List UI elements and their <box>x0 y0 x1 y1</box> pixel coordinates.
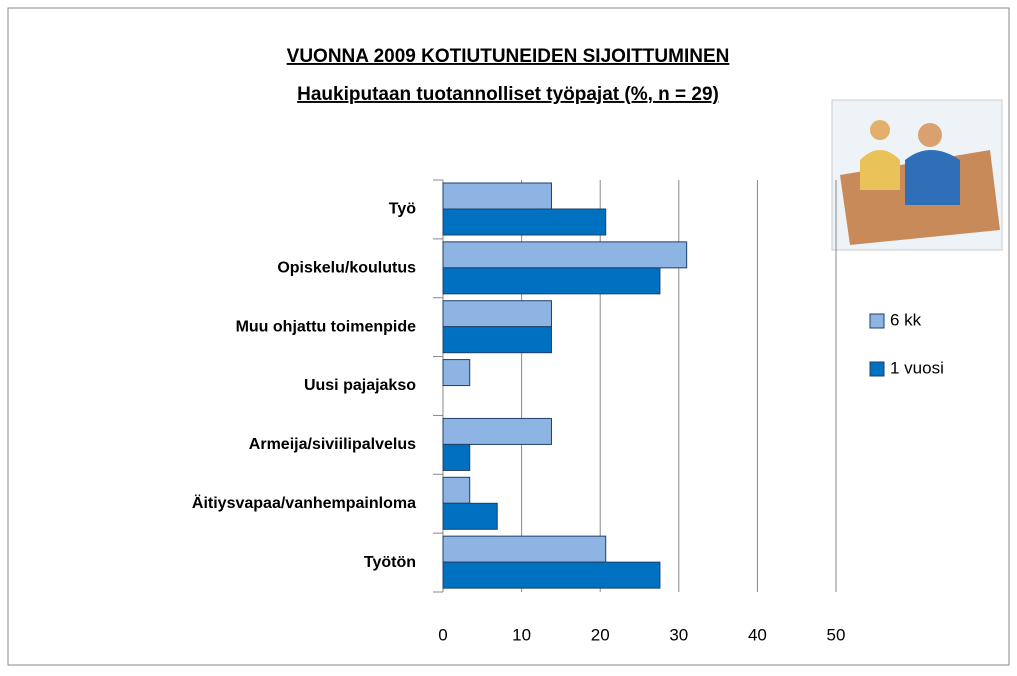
x-tick-label: 20 <box>591 625 610 644</box>
chart-subtitle: Haukiputaan tuotannolliset työpajat (%, … <box>297 84 719 105</box>
x-tick-label: 10 <box>512 625 531 644</box>
chart: VUONNA 2009 KOTIUTUNEIDEN SIJOITTUMINEN … <box>0 0 1017 671</box>
bar <box>443 268 660 294</box>
legend-swatch <box>870 314 884 328</box>
bar <box>443 503 497 529</box>
bar <box>443 301 551 327</box>
y-tick-label: Opiskelu/koulutus <box>277 260 416 277</box>
bar <box>443 360 470 386</box>
legend-label: 6 kk <box>890 310 922 329</box>
y-tick-label: Työ <box>389 201 416 218</box>
y-tick-label: Armeija/siviilipalvelus <box>249 436 416 453</box>
y-tick-label: Uusi pajajakso <box>304 377 416 394</box>
y-tick-label: Äitiysvapaa/vanhempainloma <box>192 494 416 512</box>
legend-label: 1 vuosi <box>890 358 944 377</box>
bar <box>443 327 551 353</box>
bar <box>443 536 606 562</box>
clip-art <box>832 100 1002 250</box>
y-tick-label: Muu ohjattu toimenpide <box>236 318 417 335</box>
bar <box>443 209 606 235</box>
bar <box>443 562 660 588</box>
bar <box>443 418 551 444</box>
x-tick-label: 30 <box>669 625 688 644</box>
bar <box>443 444 470 470</box>
y-tick-label: Työtön <box>364 554 416 571</box>
x-tick-label: 0 <box>438 625 447 644</box>
legend-swatch <box>870 362 884 376</box>
x-tick-label: 40 <box>748 625 767 644</box>
bar <box>443 242 687 268</box>
bar <box>443 477 470 503</box>
x-tick-label: 50 <box>827 625 846 644</box>
chart-title: VUONNA 2009 KOTIUTUNEIDEN SIJOITTUMINEN <box>287 46 730 67</box>
bar <box>443 183 551 209</box>
